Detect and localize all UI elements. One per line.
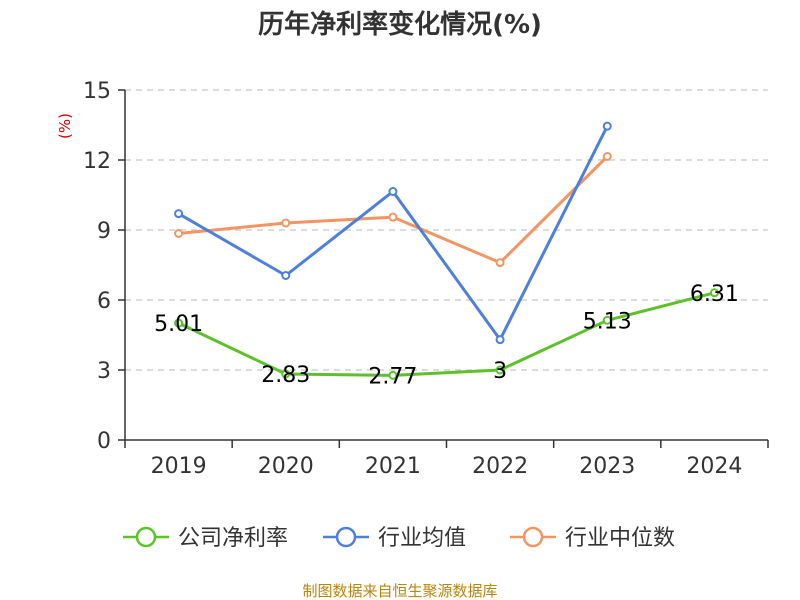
x-tick-label: 2023: [579, 454, 635, 479]
grid-lines: [125, 89, 768, 371]
series-lines: [174, 121, 719, 380]
series-line: [177, 291, 715, 377]
x-tick-label: 2021: [365, 454, 421, 479]
data-point: [174, 318, 184, 328]
data-point: [388, 212, 398, 222]
series-line: [177, 125, 609, 342]
data-point: [388, 370, 398, 380]
chart-title: 历年净利率变化情况(%): [258, 9, 542, 40]
y-axis-unit-label: (%): [56, 113, 74, 139]
legend-label: 行业均值: [378, 526, 466, 551]
data-point: [602, 152, 612, 161]
legend-marker: [335, 526, 357, 548]
data-label: 5.01: [154, 312, 203, 337]
data-point: [388, 187, 398, 196]
data-point: [281, 218, 291, 228]
data-label: 5.13: [583, 309, 632, 334]
legend-item[interactable]: 行业均值: [323, 526, 466, 551]
legend-marker: [522, 526, 544, 548]
data-point: [495, 365, 505, 375]
legend-item[interactable]: 公司净利率: [123, 526, 288, 551]
legend[interactable]: 公司净利率 行业均值 行业中位数: [123, 526, 675, 551]
series-line: [178, 155, 609, 265]
legend-label: 公司净利率: [178, 526, 288, 551]
y-tick-label: 3: [97, 359, 111, 384]
y-tick-label: 12: [83, 149, 111, 174]
y-tick-label: 6: [97, 289, 111, 314]
y-tick-label: 15: [83, 79, 111, 104]
data-label: 3: [493, 359, 507, 384]
legend-label: 行业中位数: [565, 526, 675, 551]
data-point: [281, 271, 291, 280]
data-point: [602, 315, 612, 325]
data-point: [602, 121, 612, 131]
y-tick-label: 9: [97, 219, 111, 244]
data-label: 2.77: [368, 364, 417, 389]
x-tick-label: 2024: [686, 454, 742, 479]
data-point: [174, 229, 184, 238]
data-point: [495, 335, 505, 345]
data-point: [281, 369, 291, 379]
data-point: [709, 288, 719, 298]
axes: 0 3 6 9 12 15 2019 2020 2021 2022 2023 2024: [83, 79, 769, 479]
data-point: [174, 209, 184, 219]
legend-item[interactable]: 行业中位数: [510, 526, 675, 551]
legend-marker: [135, 526, 157, 548]
source-note: 制图数据来自恒生聚源数据库: [302, 582, 497, 600]
data-label: 2.83: [261, 363, 310, 388]
x-tick-label: 2020: [258, 454, 314, 479]
x-tick-label: 2019: [151, 454, 207, 479]
y-tick-label: 0: [97, 429, 111, 454]
data-point: [495, 258, 505, 268]
data-label: 6.31: [690, 282, 739, 307]
x-tick-label: 2022: [472, 454, 528, 479]
data-labels: 5.01 2.83 2.77 3 5.13 6.31: [154, 282, 739, 390]
